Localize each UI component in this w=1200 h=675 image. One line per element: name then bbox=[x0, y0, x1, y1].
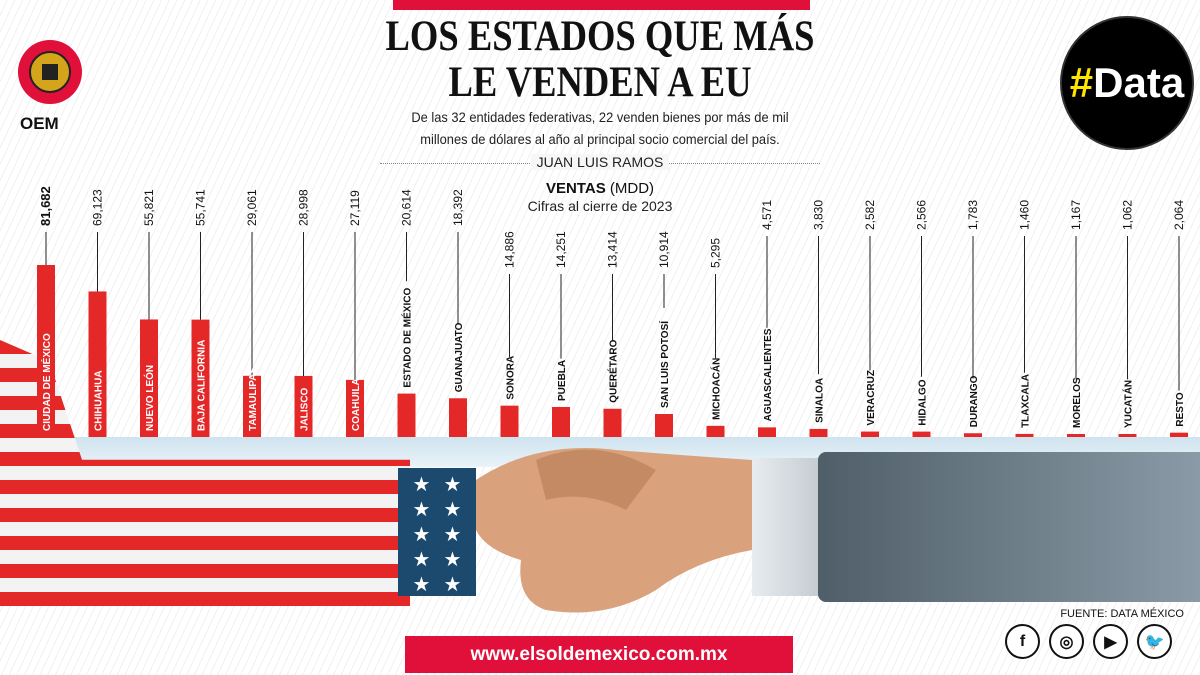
website-link[interactable]: www.elsoldemexico.com.mx bbox=[405, 636, 793, 673]
social-links: f ◎ ▶ 🐦 bbox=[1005, 624, 1172, 659]
value-label: 81,682 bbox=[38, 186, 53, 226]
bar bbox=[449, 398, 467, 437]
value-label: 4,571 bbox=[760, 200, 774, 230]
bar bbox=[294, 375, 313, 437]
value-label: 55,821 bbox=[142, 189, 156, 226]
badge-text: Data bbox=[1093, 59, 1185, 106]
category-label: CIUDAD DE MÉXICO bbox=[40, 333, 53, 431]
value-label: 13,414 bbox=[606, 231, 620, 268]
value-label: 1,167 bbox=[1069, 200, 1083, 230]
youtube-icon[interactable]: ▶ bbox=[1093, 624, 1128, 659]
bar bbox=[912, 431, 931, 437]
category-label: TLAXCALA bbox=[1021, 374, 1032, 428]
category-label: MICHOACÁN bbox=[710, 358, 723, 420]
chart-subtitle: Cifras al cierre de 2023 bbox=[527, 198, 673, 214]
title-line-1: LOS ESTADOS QUE MÁS bbox=[385, 13, 815, 60]
bar bbox=[243, 375, 261, 437]
category-label: AGUASCALIENTES bbox=[763, 328, 774, 421]
category-label: JALISCO bbox=[300, 387, 311, 431]
chart-title: VENTAS (MDD) bbox=[480, 180, 720, 197]
value-label: 10,914 bbox=[657, 231, 671, 268]
bar bbox=[191, 319, 210, 437]
bar bbox=[706, 425, 725, 437]
twitter-icon[interactable]: 🐦 bbox=[1137, 624, 1172, 659]
value-label: 2,064 bbox=[1172, 200, 1186, 230]
value-label: 55,741 bbox=[194, 189, 208, 226]
oem-logo: OEM bbox=[12, 34, 92, 134]
hash-icon: # bbox=[1069, 59, 1094, 106]
category-label: PUEBLA bbox=[557, 360, 568, 401]
value-label: 1,460 bbox=[1018, 200, 1032, 230]
bar bbox=[1015, 433, 1034, 437]
stars-cuff-illustration: ★ ★ ★ ★ ★ ★ ★ ★ ★ ★ bbox=[398, 468, 476, 596]
category-label: NUEVO LEÓN bbox=[143, 365, 156, 431]
subtitle-line-2: millones de dólares al año al principal … bbox=[420, 131, 780, 147]
handshake-illustration bbox=[476, 448, 752, 613]
value-label: 29,061 bbox=[245, 189, 259, 226]
bar bbox=[1067, 434, 1085, 437]
value-label: 69,123 bbox=[91, 189, 105, 226]
value-label: 2,566 bbox=[915, 200, 929, 230]
suit-sleeve-illustration bbox=[818, 452, 1200, 602]
subtitle: De las 32 entidades federativas, 22 vend… bbox=[379, 106, 821, 150]
value-label: 14,886 bbox=[503, 231, 517, 268]
facebook-icon[interactable]: f bbox=[1005, 624, 1040, 659]
svg-text:OEM: OEM bbox=[20, 114, 59, 133]
instagram-icon[interactable]: ◎ bbox=[1049, 624, 1084, 659]
category-label: SAN LUIS POTOSÍ bbox=[658, 321, 671, 408]
bar bbox=[397, 393, 416, 437]
page-title: LOS ESTADOS QUE MÁS LE VENDEN A EU bbox=[371, 14, 830, 106]
category-label: SONORA bbox=[506, 356, 517, 400]
category-label: ESTADO DE MÉXICO bbox=[401, 288, 414, 388]
category-label: SINALOA bbox=[815, 378, 826, 423]
category-label: TAMAULIPAS bbox=[248, 367, 259, 431]
shirt-cuff-illustration bbox=[752, 458, 822, 596]
category-label: COAHUILA bbox=[351, 378, 362, 431]
value-label: 27,119 bbox=[348, 190, 362, 226]
value-label: 5,295 bbox=[709, 238, 723, 268]
category-label: VERACRUZ bbox=[866, 370, 877, 426]
value-label: 3,830 bbox=[812, 200, 826, 230]
top-accent-bar bbox=[393, 0, 810, 10]
value-label: 18,392 bbox=[451, 189, 465, 226]
category-label: QUERÉTARO bbox=[607, 339, 620, 402]
title-line-2: LE VENDEN A EU bbox=[448, 59, 752, 106]
category-label: HIDALGO bbox=[918, 379, 929, 425]
category-label: CHIHUAHUA bbox=[94, 370, 105, 431]
bar bbox=[346, 379, 364, 437]
value-label: 14,251 bbox=[554, 231, 568, 268]
bar bbox=[1170, 432, 1188, 437]
bar bbox=[37, 265, 55, 437]
value-label: 28,998 bbox=[297, 189, 311, 226]
category-label: YUCATÁN bbox=[1122, 380, 1135, 428]
chart-title-text: VENTAS bbox=[545, 180, 606, 197]
bar bbox=[88, 291, 107, 437]
bar bbox=[758, 427, 776, 437]
author-byline: JUAN LUIS RAMOS bbox=[380, 154, 820, 170]
value-label: 2,582 bbox=[863, 200, 877, 230]
chart-unit: (MDD) bbox=[609, 180, 655, 197]
bar bbox=[964, 433, 982, 437]
bar bbox=[1118, 434, 1137, 437]
category-label: BAJA CALIFORNIA bbox=[197, 340, 208, 431]
bar bbox=[655, 414, 673, 437]
bar bbox=[603, 408, 622, 437]
value-label: 1,062 bbox=[1121, 200, 1135, 230]
category-label: MORELOS bbox=[1072, 377, 1083, 428]
bar bbox=[140, 319, 158, 437]
bar bbox=[500, 405, 519, 437]
category-label: RESTO bbox=[1175, 392, 1186, 426]
value-label: 1,783 bbox=[966, 200, 980, 230]
bar bbox=[861, 431, 879, 437]
author-name: JUAN LUIS RAMOS bbox=[530, 154, 670, 170]
source-note: FUENTE: DATA MÉXICO bbox=[1060, 608, 1184, 620]
bar bbox=[552, 406, 570, 437]
value-label: 20,614 bbox=[400, 189, 414, 226]
data-badge: # Data bbox=[1060, 16, 1194, 150]
bar bbox=[809, 428, 828, 437]
category-label: GUANAJUATO bbox=[454, 322, 465, 392]
subtitle-line-1: De las 32 entidades federativas, 22 vend… bbox=[411, 109, 789, 125]
category-label: DURANGO bbox=[969, 375, 980, 427]
